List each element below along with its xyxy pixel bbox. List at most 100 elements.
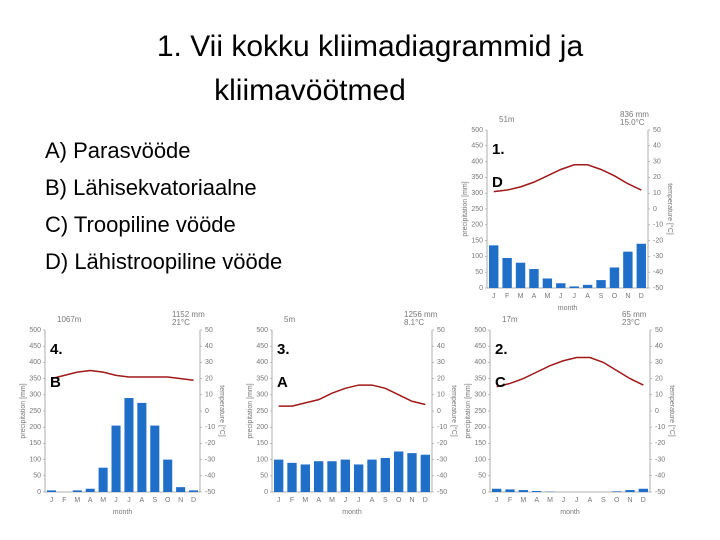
list-item: B) Lähisekvatoriaalne <box>45 175 257 200</box>
x-tick-label: O <box>612 293 618 300</box>
precipitation-bar <box>46 490 56 492</box>
x-tick-label: F <box>505 293 509 300</box>
chart-number: 2. <box>495 341 508 358</box>
y2-tick-label: -20 <box>653 237 663 244</box>
precipitation-bar <box>502 257 512 288</box>
y2-tick-label: 10 <box>205 392 213 399</box>
y2-tick-label: 40 <box>437 343 445 350</box>
precipitation-bar <box>420 454 430 492</box>
zone-letter: A <box>277 374 288 391</box>
y2-tick-label: 30 <box>205 359 213 366</box>
y-tick-label: 300 <box>471 190 483 197</box>
y2-tick-label: 10 <box>437 392 445 399</box>
precipitation-bar <box>189 490 199 492</box>
y2-tick-label: 50 <box>437 327 445 334</box>
y-tick-label: 150 <box>256 440 268 447</box>
precipitation-bar <box>407 453 417 492</box>
precipitation-bar <box>609 267 620 288</box>
y-tick-label: 0 <box>37 489 41 496</box>
y2-tick-label: 0 <box>655 408 659 415</box>
x-tick-label: O <box>396 497 402 504</box>
y-tick-label: 0 <box>264 489 268 496</box>
chart-number: 3. <box>277 341 290 358</box>
chart-number: 4. <box>50 341 63 358</box>
y-axis-label: precipitation [mm] <box>20 383 27 438</box>
y-tick-label: 500 <box>474 327 486 334</box>
y-tick-label: 50 <box>478 473 486 480</box>
annual-temperature: 8.1°C <box>404 318 424 327</box>
x-tick-label: J <box>492 293 496 300</box>
y-tick-label: 350 <box>474 375 486 382</box>
precipitation-bar <box>515 262 526 288</box>
y2-tick-label: -20 <box>437 440 447 447</box>
precipitation-bar <box>137 402 147 492</box>
annual-precipitation: 65 mm <box>622 310 647 319</box>
y2-tick-label: -10 <box>437 424 447 431</box>
y2-tick-label: -10 <box>655 424 665 431</box>
y2-tick-label: 0 <box>205 408 209 415</box>
x-tick-label: A <box>370 497 375 504</box>
x-tick-label: J <box>50 497 54 504</box>
x-tick-label: D <box>423 497 428 504</box>
y-tick-label: 300 <box>256 392 268 399</box>
x-tick-label: F <box>290 497 294 504</box>
x-tick-label: J <box>344 497 348 504</box>
y-tick-label: 300 <box>474 392 486 399</box>
y2-tick-label: -50 <box>205 489 215 496</box>
x-tick-label: J <box>572 293 576 300</box>
precipitation-bar <box>150 425 160 492</box>
y2-axis-label: temperature [°C] <box>450 385 458 436</box>
y-tick-label: 500 <box>471 127 483 134</box>
annual-temperature: 21°C <box>172 318 190 327</box>
y-tick-label: 450 <box>29 343 41 350</box>
y-tick-label: 400 <box>29 359 41 366</box>
y-tick-label: 100 <box>29 456 41 463</box>
precipitation-bar <box>489 245 499 288</box>
precipitation-bar <box>327 461 337 492</box>
y-tick-label: 150 <box>471 237 483 244</box>
x-tick-label: S <box>601 497 606 504</box>
precipitation-bar <box>176 487 186 492</box>
y2-tick-label: -50 <box>653 285 663 292</box>
y2-tick-label: 20 <box>205 375 213 382</box>
y2-axis-label: temperature [°C] <box>218 385 226 436</box>
precipitation-bar <box>314 461 324 492</box>
y2-tick-label: 50 <box>655 327 663 334</box>
slide-title: 1. Vii kokku kliimadiagrammid ja <box>157 30 584 63</box>
x-tick-label: M <box>520 497 526 504</box>
y-tick-label: 400 <box>474 359 486 366</box>
list-item: C) Troopiline vööde <box>45 212 236 237</box>
y-tick-label: 350 <box>471 174 483 181</box>
precipitation-bar <box>556 283 566 288</box>
zone-letter: D <box>492 174 503 191</box>
y2-tick-label: -30 <box>437 456 447 463</box>
y2-tick-label: -20 <box>205 440 215 447</box>
temperature-line <box>51 369 194 381</box>
y-tick-label: 250 <box>256 408 268 415</box>
x-tick-label: A <box>88 497 93 504</box>
y-tick-label: 200 <box>471 222 483 229</box>
x-tick-label: J <box>357 497 361 504</box>
y-tick-label: 450 <box>474 343 486 350</box>
y-tick-label: 50 <box>260 473 268 480</box>
x-tick-label: D <box>191 497 196 504</box>
x-tick-label: N <box>627 497 632 504</box>
y2-tick-label: 0 <box>437 408 441 415</box>
y2-axis-label: temperature [°C] <box>668 385 676 436</box>
y-tick-label: 450 <box>471 143 483 150</box>
annual-temperature: 23°C <box>622 318 640 327</box>
precipitation-bar <box>529 269 539 288</box>
precipitation-bar <box>625 490 635 492</box>
precipitation-bar <box>98 467 108 492</box>
precipitation-bar <box>532 491 542 492</box>
y2-tick-label: -10 <box>653 222 663 229</box>
x-tick-label: J <box>277 497 281 504</box>
y2-tick-label: -40 <box>437 473 447 480</box>
y2-tick-label: 40 <box>653 143 661 150</box>
x-axis-label: month <box>560 509 580 516</box>
x-tick-label: A <box>532 293 537 300</box>
x-tick-label: J <box>562 497 566 504</box>
precipitation-bar <box>623 251 633 288</box>
x-tick-label: F <box>508 497 512 504</box>
y2-tick-label: -40 <box>205 473 215 480</box>
